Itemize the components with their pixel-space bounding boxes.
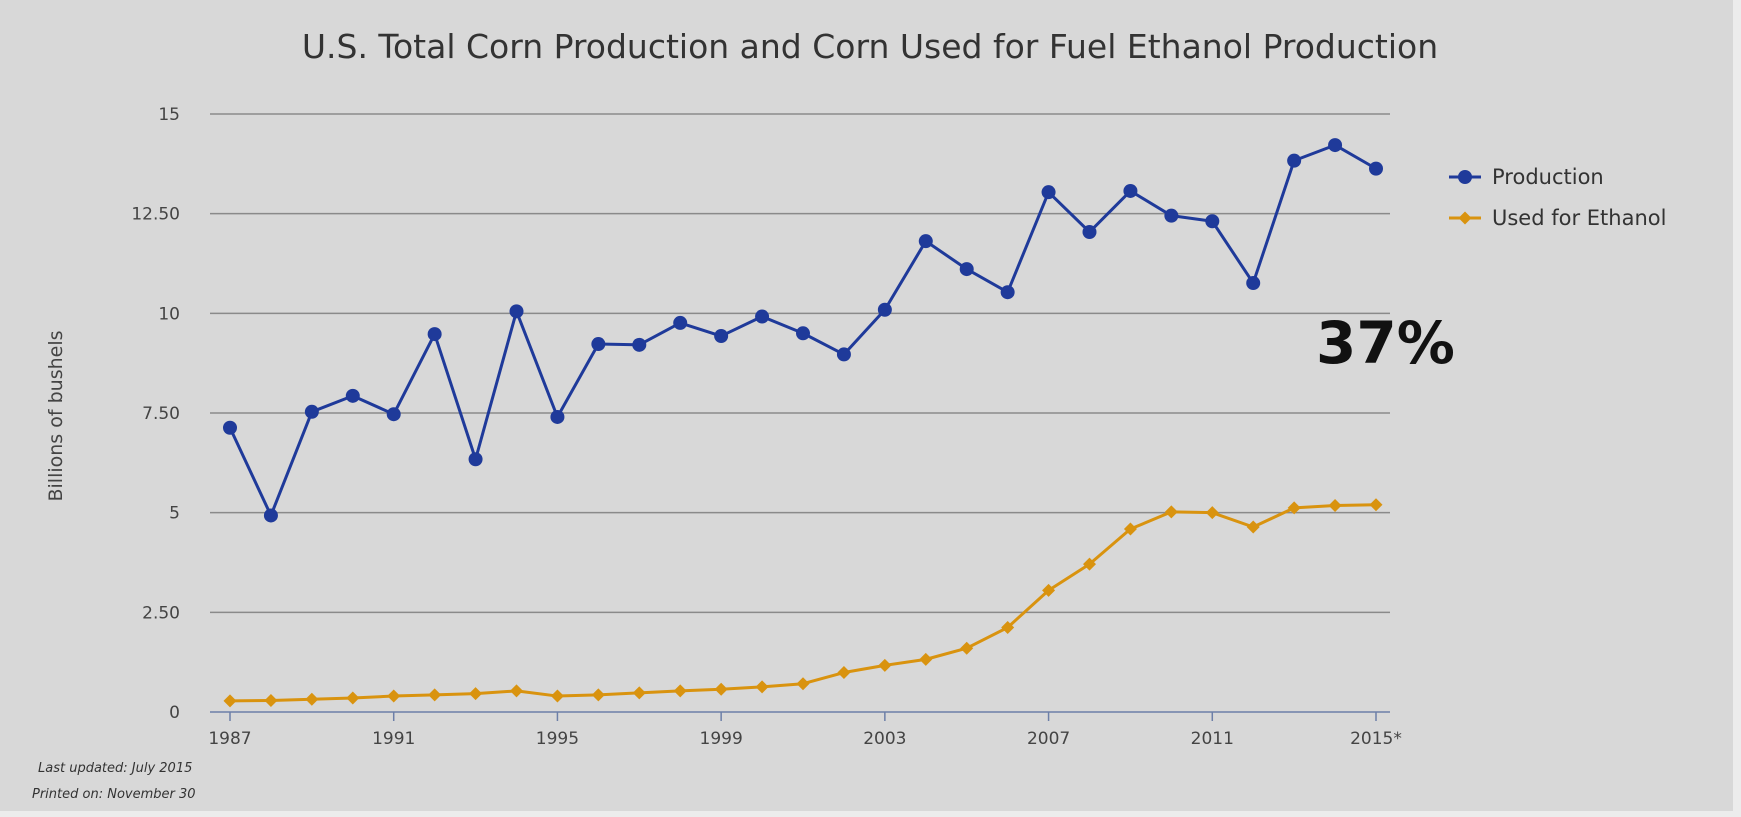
series-layer: [223, 138, 1383, 708]
data-point: [632, 686, 646, 700]
x-tick-label: 1991: [372, 729, 415, 749]
data-point: [1369, 498, 1383, 512]
data-point: [837, 666, 851, 680]
data-point: [877, 302, 892, 317]
data-point: [1246, 276, 1261, 291]
y-tick-label: 7.50: [142, 404, 180, 424]
legend-item: Production: [1449, 165, 1604, 189]
data-point: [263, 508, 278, 523]
data-point: [959, 262, 974, 277]
grid-lines: [210, 113, 1390, 614]
data-point: [550, 689, 564, 703]
data-point: [1246, 520, 1260, 534]
data-point: [878, 658, 892, 672]
legend-label: Production: [1492, 165, 1604, 189]
data-point: [1164, 505, 1178, 519]
y-tick-label: 2.50: [142, 603, 180, 623]
legend-item: Used for Ethanol: [1449, 206, 1666, 230]
y-tick-label: 0: [169, 703, 180, 723]
y-axis-label: Billions of bushels: [45, 330, 67, 501]
y-tick-label: 12.50: [131, 205, 180, 225]
legend-swatch-marker: [1458, 170, 1472, 184]
data-point: [673, 315, 688, 330]
y-axis-ticks: 0 2.50 5 7.50 10 12.50 15: [131, 105, 180, 723]
x-tick-label: 2011: [1191, 729, 1234, 749]
data-point: [1042, 583, 1056, 597]
y-tick-label: 15: [158, 105, 180, 125]
x-tick-label: 2015*: [1350, 729, 1402, 749]
legend: Production Used for Ethanol: [1449, 165, 1666, 230]
y-tick-label: 5: [169, 504, 180, 524]
data-point: [714, 682, 728, 696]
footnote-last-updated: Last updated: July 2015: [38, 761, 192, 776]
data-point: [796, 326, 810, 341]
data-point: [550, 409, 565, 424]
x-tick-label: 1987: [208, 729, 251, 749]
data-point: [264, 693, 278, 707]
data-point: [1205, 506, 1219, 520]
legend-label: Used for Ethanol: [1492, 206, 1666, 230]
data-point: [387, 689, 401, 703]
data-point: [386, 407, 401, 422]
data-point: [1123, 522, 1137, 536]
percentage-annotation: 37%: [1316, 309, 1455, 377]
data-point: [1123, 183, 1138, 198]
data-point: [836, 347, 851, 362]
data-point: [796, 677, 810, 691]
x-tick-label: 2003: [863, 729, 906, 749]
footnote-printed-on: Printed on: November 30: [32, 787, 196, 802]
legend-swatch-marker: [1458, 211, 1472, 225]
y-tick-label: 10: [158, 304, 180, 324]
x-tick-label: 1995: [536, 729, 579, 749]
series-production: [223, 138, 1383, 523]
data-point: [509, 304, 524, 319]
data-point: [346, 691, 360, 705]
data-point: [1083, 557, 1096, 571]
data-point: [591, 337, 606, 352]
data-point: [510, 684, 523, 698]
data-point: [1164, 208, 1179, 223]
data-point: [304, 404, 319, 419]
data-point: [223, 420, 237, 435]
data-point: [1205, 214, 1220, 229]
data-point: [1000, 285, 1015, 300]
data-point: [714, 329, 729, 344]
data-point: [1082, 225, 1097, 240]
data-point: [960, 641, 974, 655]
data-point: [469, 687, 483, 701]
data-point: [1001, 620, 1015, 634]
data-point: [918, 234, 933, 249]
data-point: [919, 652, 933, 666]
data-point: [755, 309, 770, 324]
data-point: [1328, 498, 1342, 512]
data-point: [428, 688, 442, 702]
data-point: [591, 688, 605, 702]
data-point: [755, 680, 769, 694]
x-tick-label: 2007: [1027, 729, 1070, 749]
data-point: [1369, 161, 1383, 176]
data-point: [468, 452, 483, 467]
data-point: [1287, 153, 1302, 168]
series-line: [229, 503, 1377, 703]
x-tick-label: 1999: [700, 729, 743, 749]
data-point: [1041, 185, 1056, 200]
data-point: [305, 692, 319, 706]
data-point: [223, 694, 237, 708]
data-point: [345, 388, 360, 403]
data-point: [673, 684, 687, 698]
x-axis-ticks: 1987 1991 1995 1999 2003 2007 2011 2015*: [208, 712, 1402, 749]
series-used-for-ethanol: [223, 498, 1383, 708]
data-point: [1287, 501, 1301, 515]
data-point: [1328, 138, 1343, 153]
data-point: [427, 327, 442, 342]
data-point: [632, 337, 647, 352]
chart-title: U.S. Total Corn Production and Corn Used…: [302, 27, 1438, 66]
